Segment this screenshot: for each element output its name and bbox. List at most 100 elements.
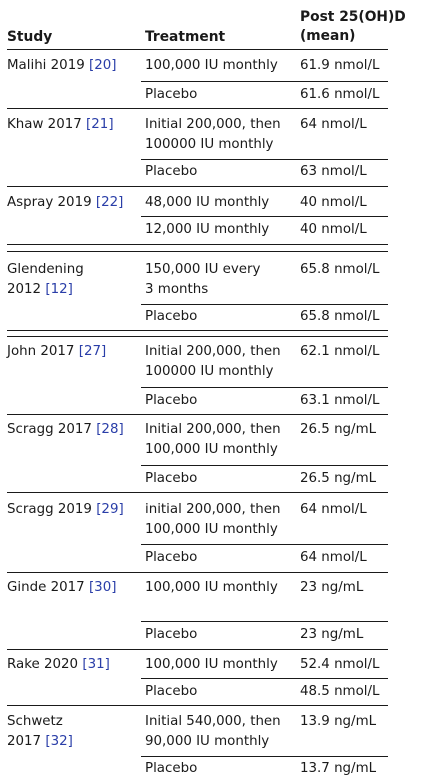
post-value-cell: 65.8 nmol/L bbox=[300, 309, 380, 324]
row-rule-double bbox=[7, 336, 388, 337]
treatment-cell: Placebo bbox=[145, 164, 198, 179]
reference-link[interactable]: 31 bbox=[87, 657, 105, 672]
row-rule bbox=[7, 186, 388, 187]
study-name: Aspray 2019 bbox=[7, 195, 92, 210]
treatment-cell: Placebo bbox=[145, 684, 198, 699]
treatment-cell: 100,000 IU monthly bbox=[145, 522, 278, 537]
study-name: Schwetz bbox=[7, 714, 63, 729]
study-cell: John 2017 [27] bbox=[7, 344, 107, 359]
treatment-cell: 100,000 IU monthly bbox=[145, 657, 278, 672]
post-value-cell: 26.5 ng/mL bbox=[300, 422, 377, 437]
study-name: John 2017 bbox=[7, 344, 75, 359]
study-name: Scragg 2017 bbox=[7, 422, 92, 437]
post-value-cell: 40 nmol/L bbox=[300, 195, 367, 210]
post-value-cell: 64 nmol/L bbox=[300, 550, 367, 565]
study-name: Khaw 2017 bbox=[7, 117, 82, 132]
post-value-cell: 52.4 nmol/L bbox=[300, 657, 380, 672]
header-rule bbox=[7, 49, 388, 50]
study-cell: 2012 [12] bbox=[7, 282, 73, 297]
arm-rule bbox=[141, 387, 388, 388]
study-name: Rake 2020 bbox=[7, 657, 79, 672]
study-cell: 2017 [32] bbox=[7, 734, 73, 749]
header-post-25ohd: Post 25(OH)D (mean) bbox=[300, 8, 410, 46]
post-value-cell: 13.9 ng/mL bbox=[300, 714, 377, 729]
reference-link[interactable]: 29 bbox=[101, 502, 119, 517]
study-name: Glendening bbox=[7, 262, 84, 277]
treatment-cell: 12,000 IU monthly bbox=[145, 222, 270, 237]
study-name: Scragg 2019 bbox=[7, 502, 92, 517]
post-value-cell: 23 ng/mL bbox=[300, 627, 364, 642]
post-value-cell: 63.1 nmol/L bbox=[300, 393, 380, 408]
arm-rule bbox=[141, 159, 388, 160]
study-year: 2017 bbox=[7, 734, 42, 749]
reference-link[interactable]: 12 bbox=[50, 282, 68, 297]
treatment-cell: 100,000 IU monthly bbox=[145, 580, 278, 595]
header-treatment: Treatment bbox=[145, 29, 226, 45]
post-value-cell: 26.5 ng/mL bbox=[300, 471, 377, 486]
treatment-cell: Placebo bbox=[145, 471, 198, 486]
treatment-cell: 100,000 IU monthly bbox=[145, 442, 278, 457]
study-cell: Khaw 2017 [21] bbox=[7, 117, 114, 132]
study-year: 2012 bbox=[7, 282, 42, 297]
treatment-cell: initial 200,000, then bbox=[145, 502, 281, 517]
treatment-cell: 3 months bbox=[145, 282, 209, 297]
arm-rule bbox=[141, 81, 388, 82]
treatment-cell: Placebo bbox=[145, 627, 198, 642]
reference-link[interactable]: 32 bbox=[50, 734, 68, 749]
treatment-cell: Placebo bbox=[145, 550, 198, 565]
row-rule bbox=[7, 330, 388, 331]
row-rule bbox=[7, 244, 388, 245]
post-value-cell: 65.8 nmol/L bbox=[300, 262, 380, 277]
treatment-cell: Initial 540,000, then bbox=[145, 714, 281, 729]
arm-rule bbox=[141, 756, 388, 757]
reference-link[interactable]: 20 bbox=[94, 58, 112, 73]
post-value-cell: 64 nmol/L bbox=[300, 502, 367, 517]
post-value-cell: 64 nmol/L bbox=[300, 117, 367, 132]
treatment-cell: 100,000 IU monthly bbox=[145, 58, 278, 73]
post-value-cell: 40 nmol/L bbox=[300, 222, 367, 237]
reference-link[interactable]: 21 bbox=[91, 117, 109, 132]
row-rule bbox=[7, 492, 388, 493]
row-rule bbox=[7, 572, 388, 573]
treatment-cell: Placebo bbox=[145, 309, 198, 324]
arm-rule bbox=[141, 465, 388, 466]
study-cell: Aspray 2019 [22] bbox=[7, 195, 124, 210]
arm-rule bbox=[141, 621, 388, 622]
treatment-cell: 150,000 IU every bbox=[145, 262, 261, 277]
study-cell: Scragg 2019 [29] bbox=[7, 502, 124, 517]
post-value-cell: 23 ng/mL bbox=[300, 580, 364, 595]
treatment-cell: Placebo bbox=[145, 761, 198, 776]
reference-link[interactable]: 27 bbox=[83, 344, 101, 359]
study-name: Malihi 2019 bbox=[7, 58, 85, 73]
post-value-cell: 61.9 nmol/L bbox=[300, 58, 380, 73]
post-value-cell: 13.7 ng/mL bbox=[300, 761, 377, 776]
reference-link[interactable]: 28 bbox=[101, 422, 119, 437]
treatment-cell: Initial 200,000, then bbox=[145, 344, 281, 359]
reference-link[interactable]: 22 bbox=[101, 195, 119, 210]
arm-rule bbox=[141, 304, 388, 305]
row-rule bbox=[7, 414, 388, 415]
study-cell: Malihi 2019 [20] bbox=[7, 58, 117, 73]
post-value-cell: 63 nmol/L bbox=[300, 164, 367, 179]
study-cell: Scragg 2017 [28] bbox=[7, 422, 124, 437]
row-rule bbox=[7, 705, 388, 706]
row-rule-double bbox=[7, 251, 388, 252]
post-value-cell: 62.1 nmol/L bbox=[300, 344, 380, 359]
treatment-cell: 48,000 IU monthly bbox=[145, 195, 270, 210]
treatment-cell: 90,000 IU monthly bbox=[145, 734, 270, 749]
row-rule bbox=[7, 108, 388, 109]
post-value-cell: 61.6 nmol/L bbox=[300, 87, 380, 102]
header-post-line1: Post 25(OH)D bbox=[300, 9, 406, 25]
treatment-cell: Placebo bbox=[145, 87, 198, 102]
post-value-cell: 48.5 nmol/L bbox=[300, 684, 380, 699]
arm-rule bbox=[141, 216, 388, 217]
reference-link[interactable]: 30 bbox=[94, 580, 112, 595]
study-name: Ginde 2017 bbox=[7, 580, 85, 595]
header-study: Study bbox=[7, 29, 53, 45]
arm-rule bbox=[141, 678, 388, 679]
arm-rule bbox=[141, 544, 388, 545]
treatment-cell: Placebo bbox=[145, 393, 198, 408]
treatment-cell: Initial 200,000, then bbox=[145, 422, 281, 437]
header-post-line2: (mean) bbox=[300, 28, 356, 44]
